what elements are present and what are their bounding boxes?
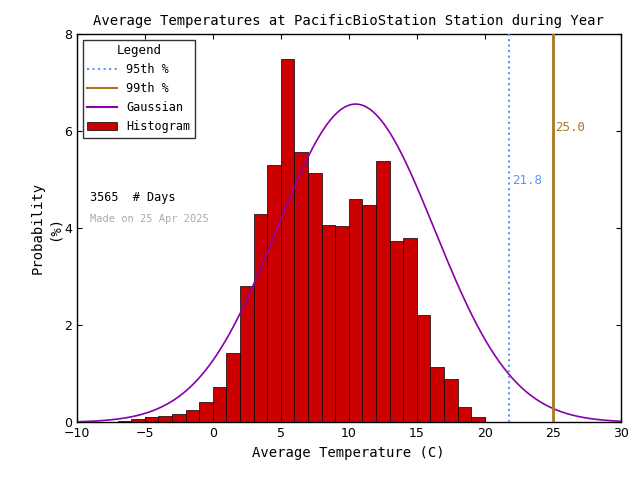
Bar [212,387,227,422]
Text: 3565  # Days: 3565 # Days [90,191,176,204]
Bar [240,286,253,422]
Bar [390,241,403,422]
Bar [294,152,308,422]
Text: Made on 25 Apr 2025: Made on 25 Apr 2025 [90,215,209,224]
Bar [322,225,335,422]
Bar [458,408,471,422]
Bar [131,420,145,422]
Bar [335,226,349,422]
Text: 25.0: 25.0 [556,121,586,134]
Bar [118,421,131,422]
Bar [471,417,485,422]
Title: Average Temperatures at PacificBioStation Station during Year: Average Temperatures at PacificBioStatio… [93,14,604,28]
Bar [349,199,362,422]
Bar [268,165,281,422]
Bar [403,238,417,422]
Bar [362,204,376,422]
Bar [227,353,240,422]
Y-axis label: Probability
(%): Probability (%) [31,182,61,274]
Bar [172,414,186,422]
Bar [199,402,212,422]
Bar [159,416,172,422]
Bar [444,379,458,422]
Text: 21.8: 21.8 [512,174,542,187]
Bar [145,417,159,422]
Bar [431,367,444,422]
Bar [308,173,322,422]
Bar [253,215,268,422]
Bar [376,161,390,422]
Bar [186,410,199,422]
Legend: 95th %, 99th %, Gaussian, Histogram: 95th %, 99th %, Gaussian, Histogram [83,39,195,138]
Bar [281,60,294,422]
X-axis label: Average Temperature (C): Average Temperature (C) [253,446,445,460]
Bar [417,314,431,422]
